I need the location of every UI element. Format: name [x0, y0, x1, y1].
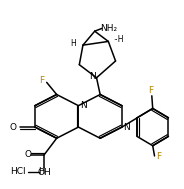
Text: OH: OH — [37, 168, 51, 177]
Text: H: H — [70, 39, 76, 48]
Text: F: F — [156, 152, 162, 161]
Text: N: N — [80, 101, 87, 110]
Text: ⋅⋅H: ⋅⋅H — [113, 35, 123, 44]
Text: H: H — [38, 167, 45, 176]
Text: F: F — [40, 76, 45, 85]
Text: O: O — [24, 149, 31, 159]
Text: NH₂: NH₂ — [100, 24, 117, 33]
Text: N: N — [89, 72, 95, 81]
Text: F: F — [148, 86, 153, 95]
Text: N: N — [124, 123, 130, 132]
Text: HCl: HCl — [10, 167, 26, 176]
Text: O: O — [10, 123, 17, 132]
